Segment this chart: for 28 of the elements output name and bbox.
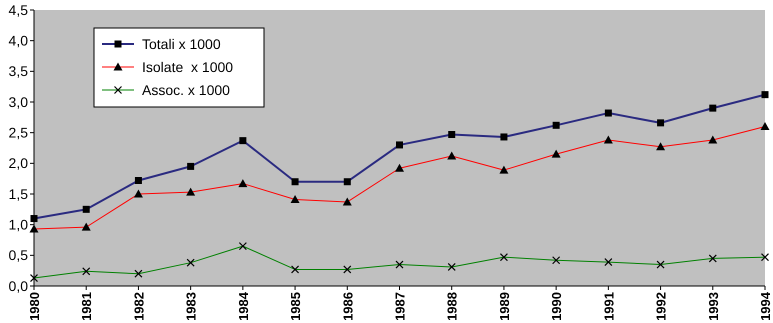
x-tick-label: 1983: [184, 292, 199, 321]
y-tick-label: 3,5: [8, 63, 28, 80]
y-tick-label: 1,5: [8, 186, 28, 202]
y-tick-label: 4,0: [8, 32, 28, 49]
legend-label: Assoc. x 1000: [142, 82, 230, 98]
x-tick-label: 1986: [340, 292, 356, 321]
legend-label: Isolate x 1000: [142, 58, 234, 75]
y-tick-label: 0,5: [8, 247, 28, 264]
legend-label: Totali x 1000: [142, 36, 221, 52]
x-tick-label: 1993: [706, 292, 721, 321]
x-tick-label: 1982: [131, 292, 146, 321]
x-tick-label: 1987: [392, 292, 408, 321]
y-tick-label: 1,0: [8, 216, 28, 233]
x-tick-label: 1988: [444, 292, 460, 321]
y-tick-label: 0,0: [8, 278, 28, 294]
y-tick-label: 2,5: [8, 124, 28, 141]
y-tick-label: 2,0: [8, 155, 28, 172]
x-tick-label: 1992: [654, 292, 669, 321]
x-tick-label: 1984: [236, 291, 251, 321]
y-tick-label: 3,0: [8, 94, 28, 110]
x-tick-label: 1990: [549, 292, 564, 321]
x-tick-label: 1980: [27, 292, 42, 321]
x-tick-label: 1989: [496, 292, 512, 321]
y-tick-label: 4,5: [8, 2, 28, 18]
x-tick-label: 1991: [601, 292, 616, 321]
x-tick-label: 1994: [758, 291, 773, 321]
x-tick-label: 1985: [288, 292, 304, 321]
x-tick-label: 1981: [79, 292, 94, 321]
